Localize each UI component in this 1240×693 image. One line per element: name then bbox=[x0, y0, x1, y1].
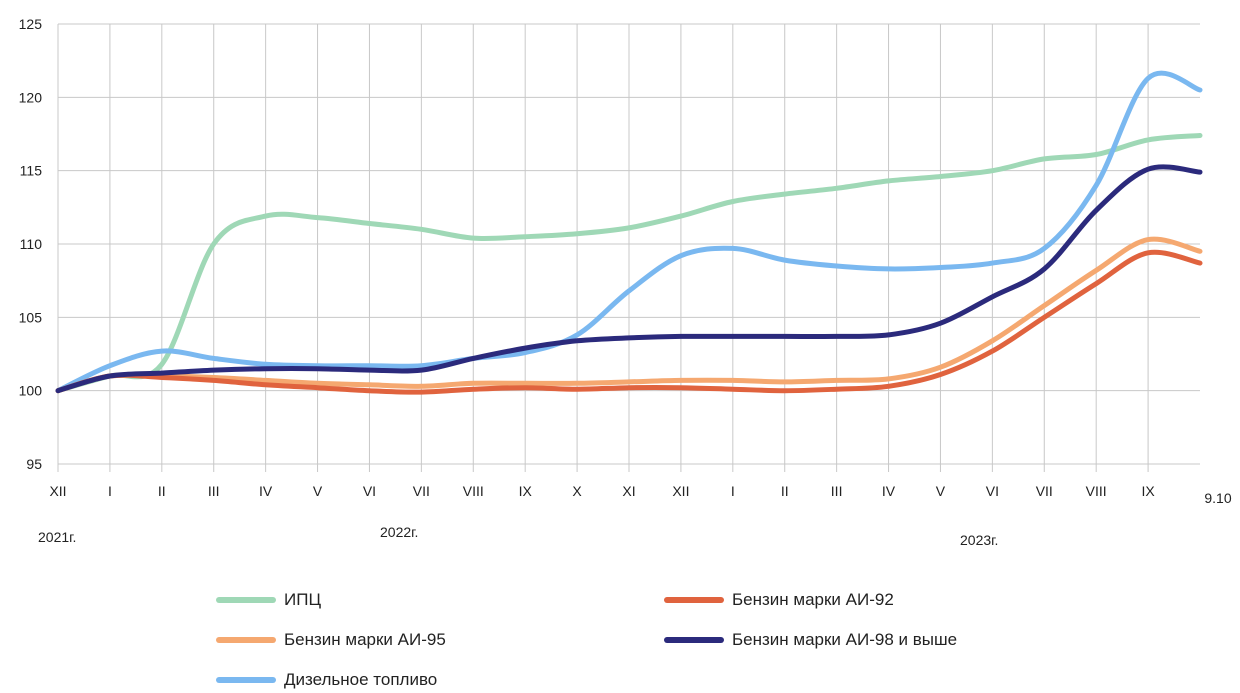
y-tick-label: 110 bbox=[20, 236, 43, 252]
y-tick-label: 120 bbox=[19, 89, 43, 105]
y-tick-label: 125 bbox=[19, 16, 43, 32]
year-label-2021: 2021г. bbox=[38, 529, 76, 545]
x-tick-label: IX bbox=[1141, 483, 1155, 499]
x-tick-label: III bbox=[831, 483, 843, 499]
x-tick-label: VIII bbox=[463, 483, 484, 499]
x-tick-label: VI bbox=[363, 483, 376, 499]
series-line-ai92 bbox=[55, 249, 1203, 395]
series-line-diesel bbox=[55, 70, 1203, 394]
y-axis-ticks: 95 100 105 110 115 120 125 bbox=[19, 16, 43, 472]
x-tick-label: II bbox=[781, 483, 789, 499]
x-tick-label: VII bbox=[413, 483, 430, 499]
x-tick-label: XI bbox=[622, 483, 635, 499]
year-label-2023: 2023г. bbox=[960, 532, 998, 548]
x-tick-label: 9.10 bbox=[1204, 490, 1231, 506]
x-axis-ticks: XII I II III IV V VI VII VIII IX X XI XII I II III IV V VI… bbox=[49, 483, 1231, 506]
x-tick-label: I bbox=[731, 483, 735, 499]
series-line-cpi bbox=[55, 133, 1203, 394]
series-line-ai98 bbox=[55, 164, 1203, 394]
x-tick-label: VIII bbox=[1086, 483, 1107, 499]
x-tick-label: II bbox=[158, 483, 166, 499]
y-tick-label: 115 bbox=[20, 163, 43, 179]
x-tick-label: III bbox=[208, 483, 220, 499]
x-tick-label: XII bbox=[49, 483, 66, 499]
x-tick-label: V bbox=[936, 483, 946, 499]
grid bbox=[57, 23, 1200, 472]
series-lines bbox=[55, 70, 1203, 395]
y-tick-label: 100 bbox=[19, 383, 43, 399]
x-tick-label: IV bbox=[259, 483, 273, 499]
x-tick-label: X bbox=[572, 483, 582, 499]
x-tick-label: IX bbox=[519, 483, 533, 499]
x-tick-label: VI bbox=[986, 483, 999, 499]
year-label-2022: 2022г. bbox=[380, 524, 418, 540]
y-tick-label: 105 bbox=[19, 309, 43, 325]
x-tick-label: XII bbox=[672, 483, 689, 499]
series-line-ai95 bbox=[55, 236, 1203, 394]
x-tick-label: I bbox=[108, 483, 112, 499]
x-tick-label: V bbox=[313, 483, 323, 499]
y-tick-label: 95 bbox=[26, 456, 42, 472]
x-tick-label: VII bbox=[1036, 483, 1053, 499]
x-tick-label: IV bbox=[882, 483, 896, 499]
